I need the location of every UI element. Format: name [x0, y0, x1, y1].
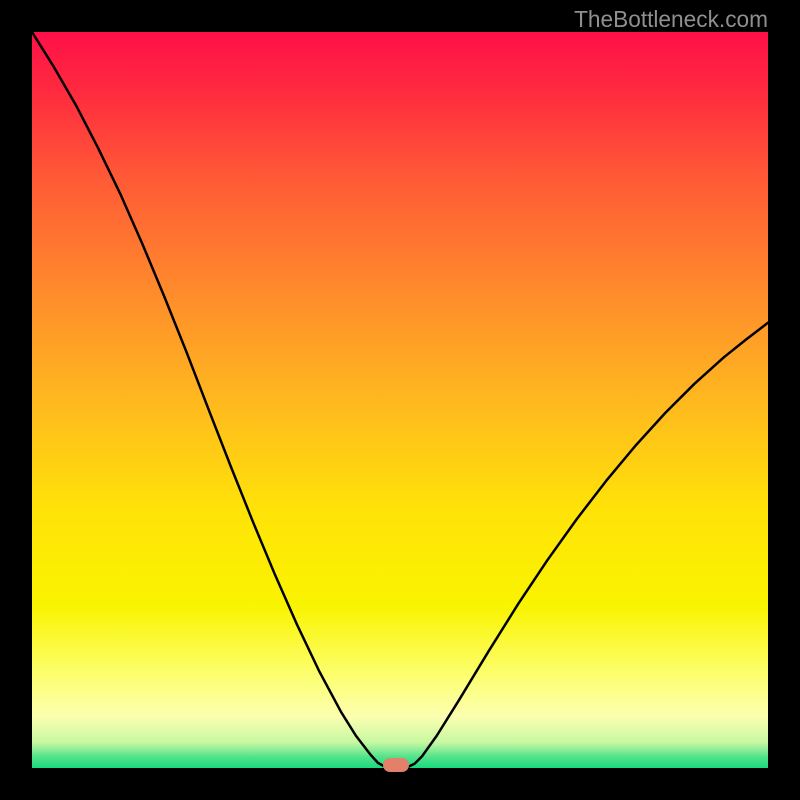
plot-area	[32, 32, 768, 768]
curve-layer	[32, 32, 768, 768]
watermark-text: TheBottleneck.com	[574, 6, 768, 33]
bottleneck-curve	[32, 32, 768, 768]
bottleneck-marker	[383, 758, 409, 772]
chart-container: TheBottleneck.com	[0, 0, 800, 800]
